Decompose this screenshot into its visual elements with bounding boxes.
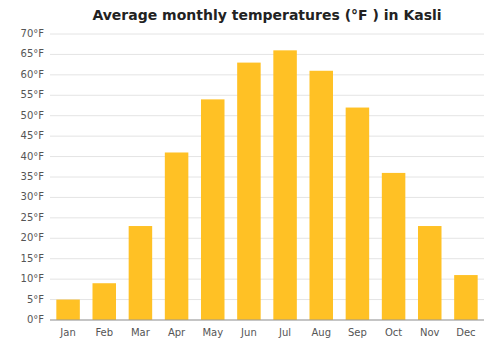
grid-line (50, 156, 484, 157)
bar (454, 275, 478, 320)
y-tick-label: 65°F (21, 48, 45, 59)
x-tick-label: Sep (348, 327, 367, 338)
bar (56, 300, 80, 320)
y-tick-label: 20°F (21, 232, 45, 243)
x-tick-label: Feb (95, 327, 113, 338)
grid-line (50, 177, 484, 178)
bar (237, 63, 261, 320)
x-tick-label: Nov (420, 327, 440, 338)
x-tick-label: Dec (456, 327, 475, 338)
y-tick-label: 35°F (21, 171, 45, 182)
y-tick-label: 55°F (21, 89, 45, 100)
y-tick-label: 45°F (21, 130, 45, 141)
chart: Average monthly temperatures (°F ) in Ka… (0, 0, 500, 350)
bar (273, 50, 297, 320)
grid-line (50, 320, 484, 321)
grid-line (50, 34, 484, 35)
y-tick-label: 0°F (27, 314, 44, 325)
y-tick-label: 50°F (21, 110, 45, 121)
x-tick-label: Aug (311, 327, 331, 338)
x-tick-label: May (202, 327, 223, 338)
title: Average monthly temperatures (°F ) in Ka… (92, 7, 441, 23)
x-tick-label: Apr (168, 327, 186, 338)
bar (201, 99, 225, 320)
x-tick-label: Oct (385, 327, 402, 338)
bars (56, 50, 477, 320)
bar (346, 108, 370, 320)
grid-line (50, 197, 484, 198)
y-tick-label: 30°F (21, 191, 45, 202)
bar (382, 173, 406, 320)
bar (92, 283, 116, 320)
x-tick-label: Jan (59, 327, 75, 338)
y-tick-label: 15°F (21, 253, 45, 264)
grid-line (50, 115, 484, 116)
x-axis: Jan Feb Mar Apr May Jun Jul Aug Sep Oct Nov Dec (59, 327, 475, 338)
y-tick-label: 60°F (21, 69, 45, 80)
bar (129, 226, 153, 320)
x-axis-line (50, 320, 484, 321)
y-tick-label: 10°F (21, 273, 45, 284)
bar (309, 71, 333, 320)
x-tick-label: Mar (131, 327, 151, 338)
grid-line (50, 217, 484, 218)
y-axis: 0°F 5°F 10°F 15°F 20°F 25°F 30°F 35°F 40°F 45°F 50… (21, 28, 484, 325)
bar (418, 226, 442, 320)
y-tick-label: 5°F (27, 294, 44, 305)
grid-line (50, 54, 484, 55)
grid-line (50, 136, 484, 137)
grid-line (50, 95, 484, 96)
x-tick-label: Jun (240, 327, 257, 338)
y-tick-label: 25°F (21, 212, 45, 223)
grid-line (50, 74, 484, 75)
x-tick-label: Jul (278, 327, 291, 338)
y-tick-label: 40°F (21, 151, 45, 162)
y-tick-label: 70°F (21, 28, 45, 39)
bar (165, 152, 189, 320)
